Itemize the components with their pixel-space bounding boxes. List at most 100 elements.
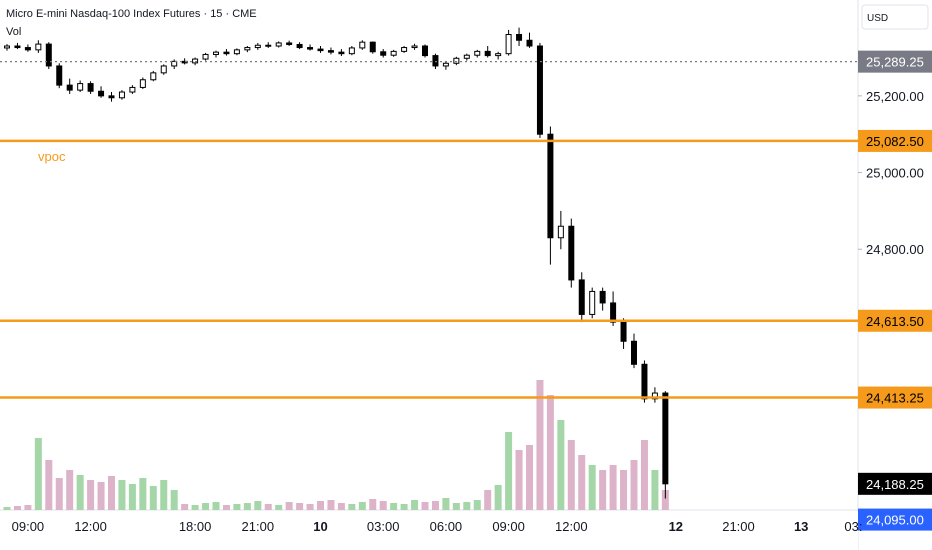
volume-bar (233, 504, 241, 510)
candle-body (77, 83, 84, 91)
candle-body (118, 91, 125, 99)
volume-bar (358, 502, 366, 510)
candle-body (568, 225, 575, 281)
price-label-box (858, 386, 932, 409)
volume-bar (442, 498, 450, 510)
x-tick-label: 10 (313, 519, 327, 534)
currency-button[interactable] (861, 4, 929, 30)
candle-body (547, 133, 554, 239)
candle-body (495, 53, 502, 57)
candle-body (390, 50, 397, 56)
x-tick-label: 21:00 (242, 519, 275, 534)
candle-body (160, 65, 167, 74)
volume-bar (536, 380, 544, 510)
volume-bar (411, 500, 419, 510)
price-label: 24,095.00 (866, 513, 924, 528)
candle-body (631, 340, 637, 365)
volume-bar (222, 505, 230, 510)
volume-bar (578, 455, 586, 510)
price-label-box (858, 309, 932, 332)
candle-body (505, 34, 512, 55)
volume-bar (191, 505, 199, 510)
volume-bar (567, 440, 575, 510)
volume-bar (149, 486, 157, 510)
candle-body (401, 47, 408, 52)
volume-bar (630, 460, 638, 510)
volume-bar (484, 490, 492, 510)
candle-body (139, 79, 146, 88)
volume-bar (337, 503, 345, 510)
candle-body (307, 47, 314, 50)
x-tick-label: 12 (669, 519, 683, 534)
volume-bar (3, 507, 11, 510)
candle-body (24, 47, 31, 51)
volume-bar (452, 503, 460, 510)
volume-bar (661, 490, 669, 510)
candle-body (213, 51, 219, 55)
volume-bar (254, 501, 262, 510)
candle-body (578, 279, 585, 315)
volume-bar (66, 470, 74, 510)
candle-body (66, 84, 73, 91)
candle-body (265, 44, 272, 47)
candle-body (150, 72, 157, 81)
candle-body (4, 45, 10, 49)
price-label-box (858, 472, 932, 495)
volume-bar (431, 501, 439, 510)
time-axis-bg (0, 511, 858, 550)
volume-bar (13, 506, 21, 510)
candle-body (45, 43, 52, 67)
candle-body (98, 90, 105, 97)
candle-body (286, 42, 293, 45)
candle-body (327, 50, 334, 53)
volume-bar (640, 440, 648, 510)
candle-body (338, 51, 345, 55)
volume-bar (181, 504, 189, 510)
volume-bar (421, 502, 429, 510)
volume-bar (87, 480, 95, 510)
candle-body (296, 43, 303, 49)
y-tick-label: 25,200.00 (866, 89, 924, 104)
volume-bar (170, 490, 178, 510)
x-tick-label: 09:00 (12, 519, 45, 534)
price-label: 25,082.50 (866, 134, 924, 149)
candle-body (641, 363, 648, 400)
volume-bar (557, 420, 565, 510)
price-label-box (858, 508, 932, 531)
volume-bar (34, 438, 42, 510)
candle-body (610, 302, 617, 323)
x-tick-label: 18:00 (179, 519, 212, 534)
candle-body (359, 41, 366, 49)
volume-bar (202, 503, 210, 510)
candle-body (275, 42, 282, 47)
candle-body (422, 45, 428, 57)
volume-bar (327, 500, 335, 510)
candle-body (620, 321, 627, 342)
y-tick-label: 25,000.00 (866, 166, 924, 181)
candle-body (526, 39, 533, 47)
volume-bar (296, 503, 304, 510)
candle-body (223, 51, 230, 55)
candle-body (411, 45, 418, 49)
candle-body (192, 58, 199, 64)
candle-body (254, 44, 261, 49)
volume-bar (390, 503, 398, 510)
candle-body (536, 45, 543, 135)
candle-body (56, 65, 63, 86)
price-label-box (858, 129, 932, 152)
volume-label: Vol (6, 26, 21, 38)
currency: USD (867, 13, 888, 24)
volume-bar (317, 501, 324, 510)
volume-bar (620, 470, 628, 510)
candle-body (380, 51, 387, 56)
volume-bar (348, 504, 356, 510)
candle-body (87, 83, 94, 92)
volume-bar (97, 482, 105, 510)
candle-body (202, 53, 209, 60)
volume-bar (588, 465, 596, 510)
candle-body (453, 57, 460, 64)
volume-bar (515, 450, 523, 510)
x-tick-label: 12:00 (555, 519, 588, 534)
plot-area (3, 27, 669, 510)
candle-body (171, 60, 178, 67)
